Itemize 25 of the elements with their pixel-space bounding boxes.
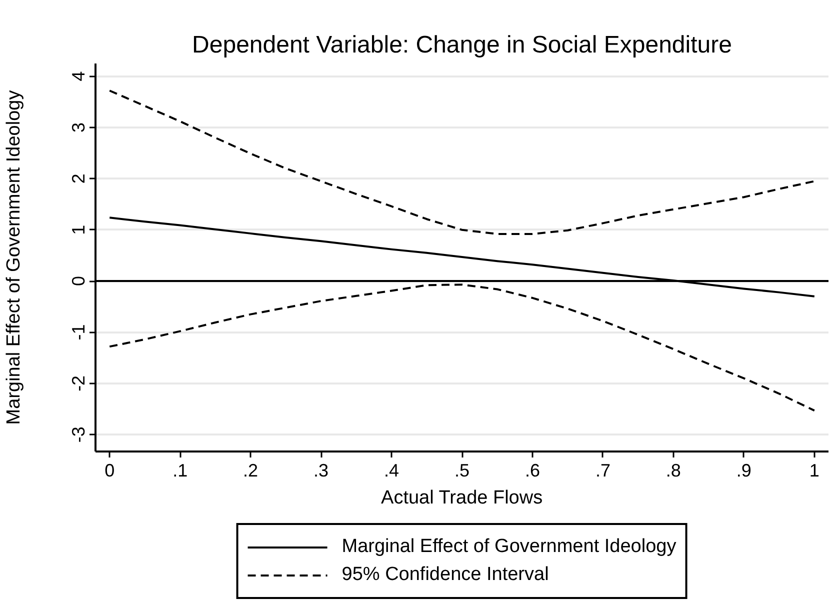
chart-title: Dependent Variable: Change in Social Expenditure [192,32,732,58]
x-tick-label: .2 [243,460,258,480]
y-tick-label: 4 [68,71,88,82]
x-tick-label: .3 [314,460,329,480]
legend-label: Marginal Effect of Government Ideology [342,536,676,558]
x-tick-label: .4 [384,460,400,480]
y-axis-title: Marginal Effect of Government Ideology [4,90,24,425]
x-tick-label: .6 [524,460,540,480]
x-tick-label: .7 [595,460,610,480]
x-tick-label: .5 [454,460,470,480]
y-tick-label: -3 [68,426,88,443]
line-series [108,90,816,235]
x-tick-label: .1 [172,460,188,480]
x-tick-label: .8 [666,460,681,480]
y-tick-label: -1 [68,324,88,340]
y-tick-label: 1 [68,224,88,235]
y-tick-label: 3 [68,122,88,132]
x-tick-label: .9 [736,460,752,480]
x-axis-title: Actual Trade Flows [381,488,543,508]
x-tick-label: 0 [104,460,115,480]
x-tick-label: 1 [809,460,820,480]
y-tick-label: -2 [68,375,88,392]
legend-label: 95% Confidence Interval [342,564,549,586]
y-tick-label: 0 [68,276,88,286]
y-tick-label: 2 [68,174,88,184]
